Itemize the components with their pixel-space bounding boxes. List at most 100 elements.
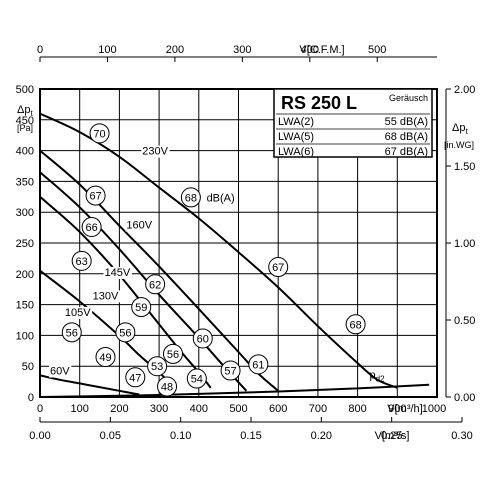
bottom-axis-tick-label: 100 (71, 403, 89, 415)
db-marker-circle (180, 187, 201, 208)
top-axis-tick-label: 100 (98, 44, 116, 56)
curve-label: 130V (93, 290, 119, 302)
db-marker-label: 67 (89, 191, 101, 203)
curve-label: 145V (105, 267, 131, 279)
db-marker-label: 54 (191, 374, 203, 386)
db-marker-label: 47 (129, 372, 141, 384)
curve-label-bg (103, 266, 132, 279)
bottom2-axis-tick-label: 0.30 (451, 430, 472, 442)
bottom-axis-m3s: 0.00 0.05 0.10 0.15 0.20 0.25 0.30 V[m³/s] (29, 417, 473, 442)
db-marker-circle (345, 314, 366, 335)
info-box-row-value: 55 dB(A) (385, 116, 428, 128)
info-box-title: RS 250 L (281, 93, 357, 113)
db-marker-circle (61, 322, 82, 343)
right-axis-tick-label: 2.00 (454, 84, 475, 96)
db-marker-label: 49 (99, 352, 111, 364)
plot-frame (39, 88, 438, 398)
left-axis-tick-label: 150 (16, 300, 34, 312)
bottom-axis-tick-label: 200 (110, 403, 128, 415)
info-box-row-value: 68 dB(A) (385, 131, 428, 143)
db-marker-label: 56 (167, 349, 179, 361)
curve-label-bg (125, 219, 154, 232)
curve-label-bg (91, 290, 121, 303)
db-marker-label: 48 (161, 382, 173, 394)
top-axis-tick-label: 0 (37, 44, 43, 56)
bottom2-axis-tick-label: 0.05 (100, 430, 121, 442)
left-axis-tick-label: 250 (16, 238, 34, 250)
right-axis-label: Δpt (452, 122, 468, 136)
left-axis-tick-label: 450 (16, 115, 34, 127)
info-box-header: Geräusch (389, 93, 428, 103)
curve-130v (39, 196, 212, 389)
db-marker-circle (147, 356, 168, 377)
db-marker-label: 66 (85, 222, 97, 234)
right-axis-tick-label: 0.00 (454, 392, 475, 404)
top-axis-tick-label: 500 (368, 44, 386, 56)
bottom-axis-tick-label: 1000 (422, 403, 446, 415)
curve-label: dB(A) (207, 192, 235, 204)
left-axis: 0 50 100 150 200 250 300 350 400 450 500 Δpt [Pa] (16, 84, 34, 404)
db-marker-circle (268, 257, 289, 278)
left-axis-label: Δpt (17, 104, 33, 118)
top-axis-label: V[C.F.M.] (299, 44, 344, 56)
db-marker-label: 56 (119, 327, 131, 339)
bottom-axis-tick-label: 0 (37, 403, 43, 415)
db-marker-circle (85, 185, 106, 206)
db-marker-label: 59 (135, 302, 147, 314)
db-marker-label: 68 (185, 192, 197, 204)
curve-label: 105V (65, 307, 91, 319)
left-axis-tick-label: 400 (16, 146, 34, 158)
db-marker-circle (131, 297, 152, 318)
left-axis-tick-label: 300 (16, 207, 34, 219)
bottom-axis-label: V[m³/h] (387, 403, 422, 415)
db-marker-circle (220, 360, 241, 381)
bottom-axis-tick-label: 400 (190, 403, 208, 415)
db-marker-circle (81, 216, 102, 237)
db-marker-label: 68 (349, 319, 361, 331)
bottom-axis-tick-label: 300 (150, 403, 168, 415)
right-axis-unit: [in.WG] (444, 140, 474, 150)
db-marker-circle (115, 322, 136, 343)
info-box-row-label: LWA(2) (278, 116, 314, 128)
info-box-border (273, 88, 433, 158)
bottom2-axis-tick-label: 0.10 (170, 430, 191, 442)
bottom-axis-tick-label: 500 (229, 403, 247, 415)
curve-label: 230V (142, 146, 168, 158)
db-marker-circle (186, 368, 207, 389)
curve-60v (39, 374, 140, 396)
curve-p-d2 (39, 383, 430, 398)
bottom-axis-tick-label: 600 (269, 403, 287, 415)
bottom-axis-tick-label: 700 (309, 403, 327, 415)
db-marker-circle (71, 250, 92, 271)
top-axis-tick-label: 200 (166, 44, 184, 56)
right-axis: 0.00 0.50 1.00 1.50 2.00 Δpt [in.WG] (444, 84, 475, 404)
db-marker-label: 53 (151, 361, 163, 373)
db-marker-label: 67 (272, 262, 284, 274)
bottom2-axis-label: V[m³/s] (375, 430, 410, 442)
curve-230v (39, 112, 398, 389)
top-axis-tick-label: 300 (233, 44, 251, 56)
db-marker-circle (248, 354, 269, 375)
plot-border (39, 88, 438, 398)
bottom2-axis-tick-label: 0.15 (240, 430, 261, 442)
left-axis-tick-label: 500 (16, 84, 34, 96)
pd2-label: pd2 (370, 370, 386, 384)
db-marker-circle (89, 123, 110, 144)
curve-label-bg (63, 306, 93, 319)
curve-label: 60V (50, 366, 70, 378)
db-marker-label: 60 (197, 333, 209, 345)
left-axis-tick-label: 0 (28, 392, 34, 404)
bottom-axis-tick-label: 900 (388, 403, 406, 415)
left-axis-tick-label: 350 (16, 176, 34, 188)
right-axis-tick-label: 1.00 (454, 238, 475, 250)
db-marker-label: 61 (252, 359, 264, 371)
bottom2-axis-tick-label: 0.20 (311, 430, 332, 442)
info-box: RS 250 L Geräusch LWA(2) 55 dB(A) LWA(5) 68 d… (273, 88, 433, 158)
db-marker-circle (95, 346, 116, 367)
db-marker-label: 63 (76, 256, 88, 268)
db-marker-label: 62 (149, 279, 161, 291)
